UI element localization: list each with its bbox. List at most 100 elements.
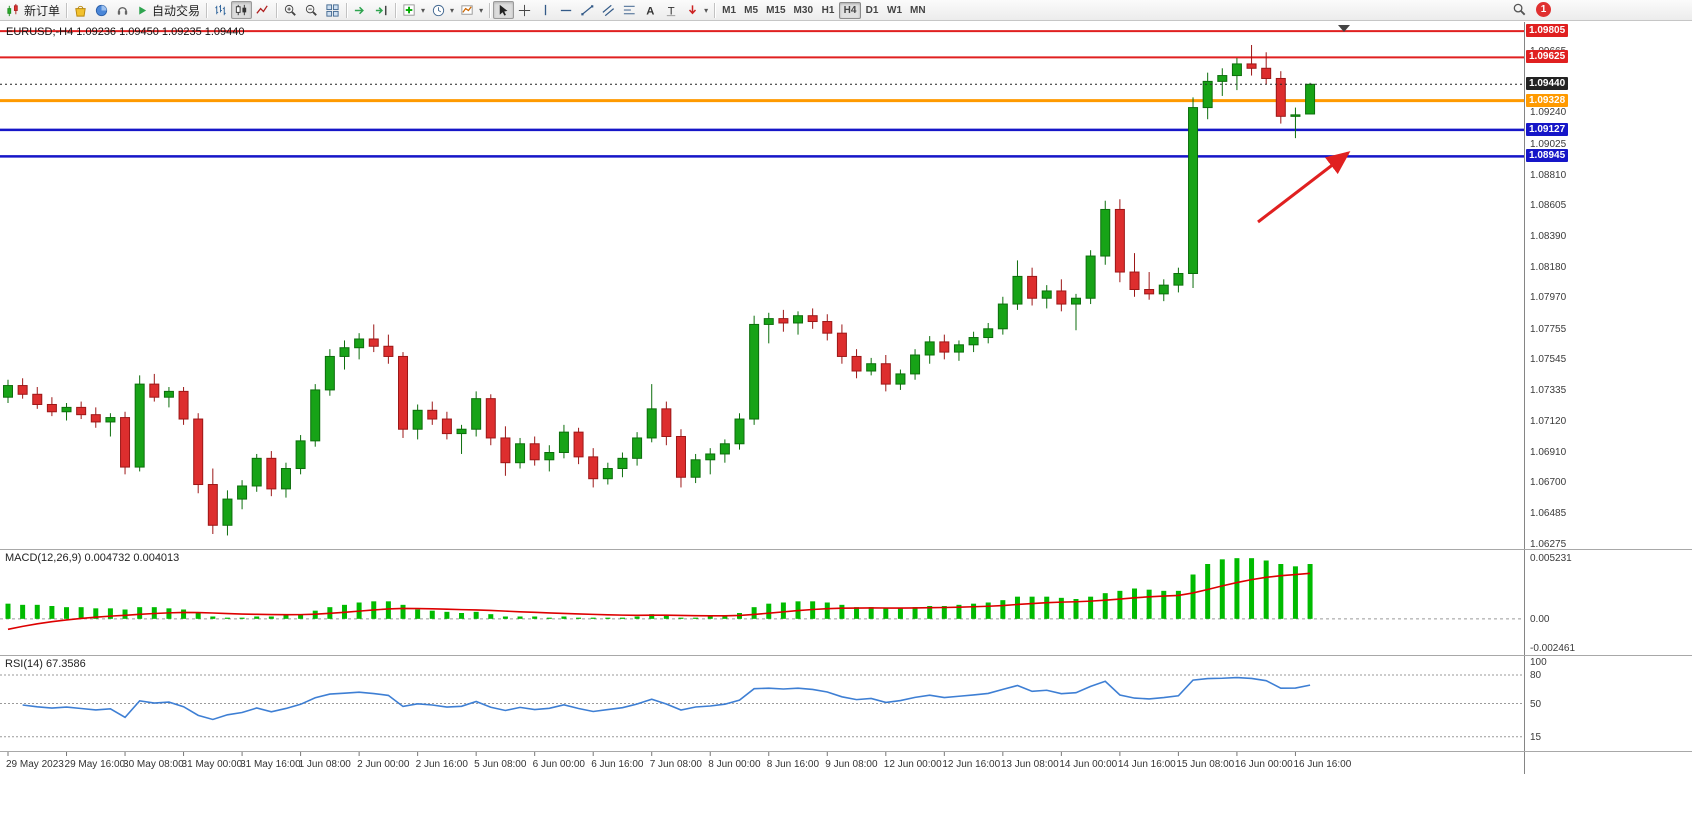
candle-body xyxy=(238,486,247,499)
pane-divider[interactable] xyxy=(0,549,1692,550)
candle-body xyxy=(384,346,393,356)
price-badge: 1.09127 xyxy=(1526,123,1568,136)
timeframe-m5[interactable]: M5 xyxy=(740,2,762,19)
time-axis[interactable]: 29 May 202329 May 16:0030 May 08:0031 Ma… xyxy=(0,752,1692,774)
price-scale[interactable]: 1.096651.092401.090251.088101.086051.083… xyxy=(1524,22,1692,774)
indicators-dropdown[interactable]: ▾ xyxy=(399,1,428,19)
time-label: 6 Jun 00:00 xyxy=(533,759,586,770)
crosshair-tool-button[interactable] xyxy=(514,1,535,19)
price-tick-label: 1.06485 xyxy=(1530,508,1566,519)
support-button[interactable] xyxy=(112,1,133,19)
candlestick-mode-button[interactable] xyxy=(231,1,252,19)
bar-chart-mode-button[interactable] xyxy=(210,1,231,19)
text-tool-button[interactable]: A xyxy=(640,1,661,19)
timeframe-mn[interactable]: MN xyxy=(906,2,930,19)
templates-dropdown[interactable]: ▾ xyxy=(457,1,486,19)
toolbar-separator xyxy=(276,3,277,18)
text-label-tool-button[interactable]: T xyxy=(661,1,682,19)
candle-body xyxy=(62,407,71,411)
candle-body xyxy=(1115,209,1124,272)
timeframe-m1[interactable]: M1 xyxy=(718,2,740,19)
macd-scale-label: 0.00 xyxy=(1530,614,1549,625)
chart-shift-button[interactable] xyxy=(371,1,392,19)
mt4-chart-window: 新订单 自动交易 xyxy=(0,0,1692,840)
candle-body xyxy=(442,419,451,434)
candle-body xyxy=(984,329,993,338)
search-icon[interactable] xyxy=(1512,2,1527,17)
channel-icon xyxy=(601,3,616,18)
candle-body xyxy=(369,339,378,346)
candle-body xyxy=(223,499,232,525)
zoom-in-icon xyxy=(283,3,298,18)
candle-body xyxy=(1057,291,1066,304)
price-tick-label: 1.06910 xyxy=(1530,447,1566,458)
timeframe-w1[interactable]: W1 xyxy=(883,2,906,19)
periods-dropdown[interactable]: ▾ xyxy=(428,1,457,19)
candle-body xyxy=(1306,84,1315,114)
arrows-dropdown[interactable]: ▾ xyxy=(682,1,711,19)
price-chart-pane[interactable] xyxy=(0,22,1524,549)
macd-pane[interactable] xyxy=(0,550,1524,655)
price-tick-label: 1.09240 xyxy=(1530,107,1566,118)
channel-tool-button[interactable] xyxy=(598,1,619,19)
notification-badge[interactable]: 1 xyxy=(1536,2,1551,17)
macd-indicator-label: MACD(12,26,9) 0.004732 0.004013 xyxy=(5,552,179,564)
time-label: 7 Jun 08:00 xyxy=(650,759,703,770)
time-label: 31 May 16:00 xyxy=(240,759,301,770)
tile-windows-button[interactable] xyxy=(322,1,343,19)
tile-windows-icon xyxy=(325,3,340,18)
text-icon: A xyxy=(643,3,658,18)
auto-scroll-button[interactable] xyxy=(350,1,371,19)
market-icon xyxy=(73,3,88,18)
zoom-in-button[interactable] xyxy=(280,1,301,19)
candle-body xyxy=(779,319,788,323)
autotrading-button[interactable]: 自动交易 xyxy=(133,1,203,19)
price-badge: 1.09328 xyxy=(1526,94,1568,107)
market-button[interactable] xyxy=(70,1,91,19)
fibonacci-tool-button[interactable] xyxy=(619,1,640,19)
profile-button[interactable] xyxy=(91,1,112,19)
candle-body xyxy=(252,458,261,486)
toolbar-separator xyxy=(66,3,67,18)
timeframe-h1[interactable]: H1 xyxy=(817,2,839,19)
rsi-pane[interactable] xyxy=(0,656,1524,751)
rsi-line xyxy=(23,678,1310,720)
price-tick-label: 1.07755 xyxy=(1530,324,1566,335)
price-tick-label: 1.06700 xyxy=(1530,477,1566,488)
horizontal-line-tool-button[interactable] xyxy=(556,1,577,19)
candle-body xyxy=(911,355,920,374)
timeframe-d1[interactable]: D1 xyxy=(861,2,883,19)
chart-ohlc-title: EURUSD;-H4 1.09236 1.09450 1.09235 1.094… xyxy=(6,26,245,38)
candle-body xyxy=(1232,64,1241,76)
timeframe-m15[interactable]: M15 xyxy=(762,2,789,19)
zoom-out-button[interactable] xyxy=(301,1,322,19)
chevron-down-icon: ▾ xyxy=(421,6,425,15)
candle-body xyxy=(281,469,290,489)
candle-body xyxy=(1086,256,1095,298)
cursor-tool-button[interactable] xyxy=(493,1,514,19)
candle-body xyxy=(1130,272,1139,289)
candle-body xyxy=(121,418,130,467)
price-tick-label: 1.09025 xyxy=(1530,139,1566,150)
timeframe-m30[interactable]: M30 xyxy=(790,2,817,19)
new-order-button[interactable]: 新订单 xyxy=(3,1,63,19)
candle-body xyxy=(1013,276,1022,304)
pane-divider[interactable] xyxy=(0,655,1692,656)
timeframe-h4[interactable]: H4 xyxy=(839,2,861,19)
candle-body xyxy=(881,364,890,384)
line-chart-mode-button[interactable] xyxy=(252,1,273,19)
candle-body xyxy=(194,419,203,484)
bar-chart-icon xyxy=(213,3,228,18)
chart-shift-icon xyxy=(374,3,389,18)
toolbar-separator xyxy=(714,3,715,18)
candle-body xyxy=(164,391,173,397)
candle-body xyxy=(18,386,27,395)
trend-arrow-annotation[interactable] xyxy=(1258,153,1348,222)
trendline-tool-button[interactable] xyxy=(577,1,598,19)
vertical-line-icon xyxy=(538,3,553,18)
clock-icon xyxy=(431,3,446,18)
candle-body xyxy=(1071,298,1080,304)
pane-divider[interactable] xyxy=(0,751,1692,752)
vertical-line-tool-button[interactable] xyxy=(535,1,556,19)
price-tick-label: 1.07335 xyxy=(1530,385,1566,396)
